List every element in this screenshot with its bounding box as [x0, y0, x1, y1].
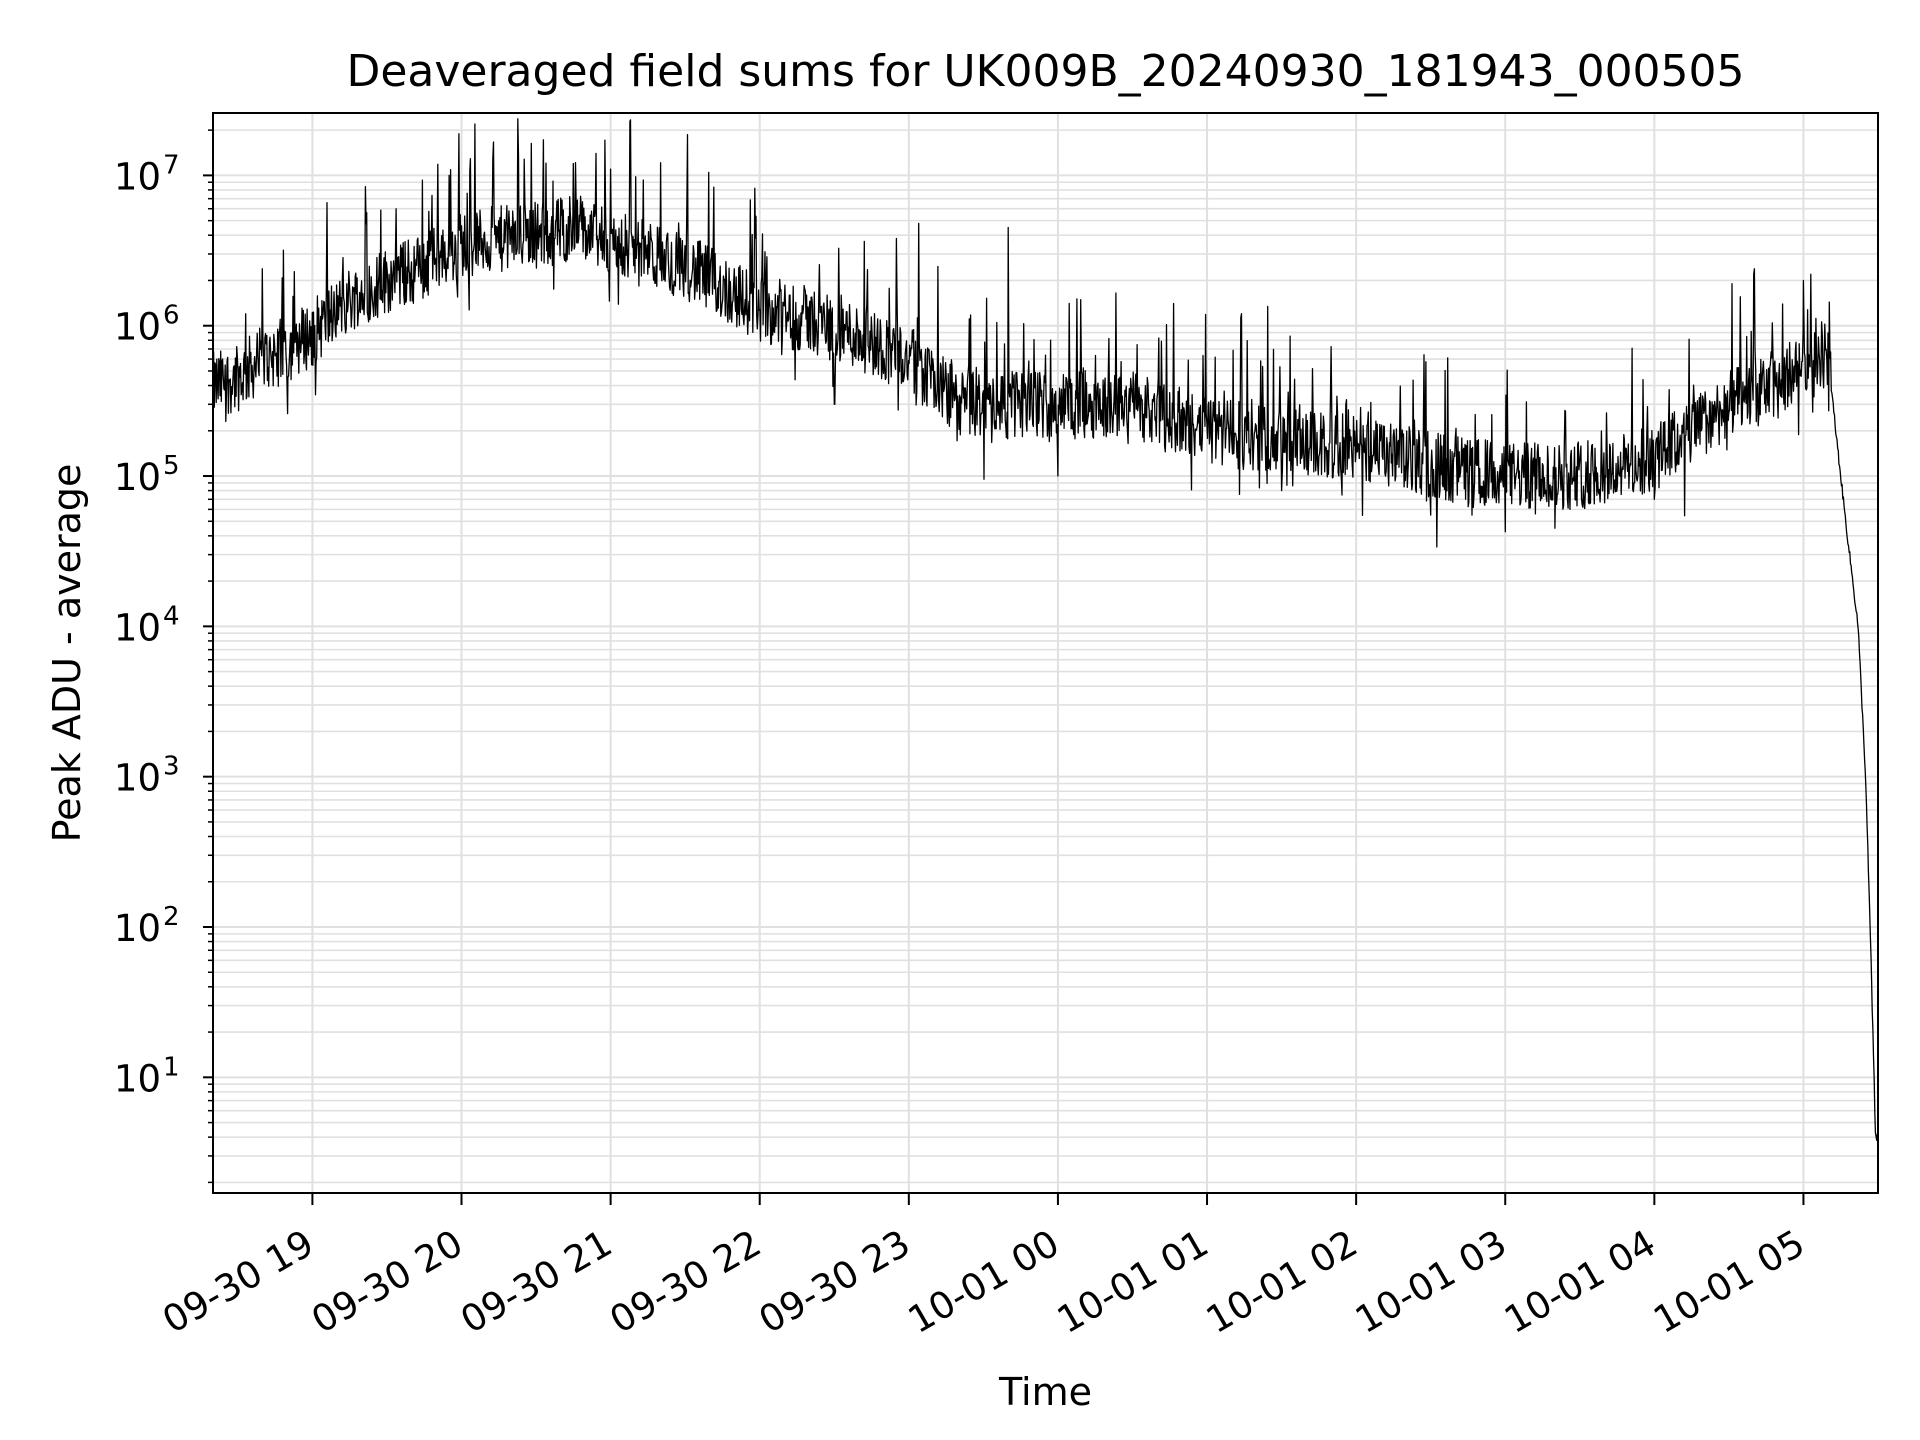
y-tick-exponent: 2	[163, 902, 180, 932]
x-axis-title: Time	[998, 1370, 1092, 1414]
x-tick-label: 10-01 03	[1348, 1222, 1514, 1342]
y-tick-label: 10	[114, 1057, 161, 1100]
y-tick-label: 10	[114, 306, 161, 349]
x-tick-label: 10-01 02	[1199, 1222, 1365, 1342]
y-tick-exponent: 7	[163, 150, 180, 180]
x-tick-label: 09-30 21	[454, 1222, 620, 1342]
y-tick-label: 10	[114, 606, 161, 649]
y-tick-label: 10	[114, 155, 161, 198]
x-tick-label: 10-01 01	[1050, 1222, 1216, 1342]
series-line	[212, 118, 1879, 1141]
series-layer	[212, 118, 1879, 1141]
x-tick-label: 10-01 04	[1497, 1222, 1663, 1342]
y-tick-exponent: 6	[163, 301, 180, 331]
x-tick-label: 09-30 22	[603, 1222, 769, 1342]
y-tick-label: 10	[114, 456, 161, 499]
y-tick-exponent: 3	[163, 752, 180, 782]
x-tick-label: 09-30 20	[304, 1222, 470, 1342]
x-tick-label: 09-30 23	[752, 1222, 918, 1342]
y-tick-label: 10	[114, 907, 161, 950]
y-tick-exponent: 5	[163, 451, 180, 481]
y-tick-exponent: 4	[163, 601, 180, 631]
y-axis-title: Peak ADU - average	[45, 464, 89, 843]
chart-title: Deaveraged field sums for UK009B_2024093…	[346, 46, 1744, 97]
x-tick-label: 10-01 05	[1646, 1222, 1812, 1342]
x-tick-label: 10-01 00	[901, 1222, 1067, 1342]
x-tick-label: 09-30 19	[155, 1222, 321, 1342]
grid	[213, 113, 1878, 1193]
y-tick-label: 10	[114, 757, 161, 800]
plot-area-frame	[212, 112, 1879, 1194]
y-tick-exponent: 1	[163, 1052, 180, 1082]
